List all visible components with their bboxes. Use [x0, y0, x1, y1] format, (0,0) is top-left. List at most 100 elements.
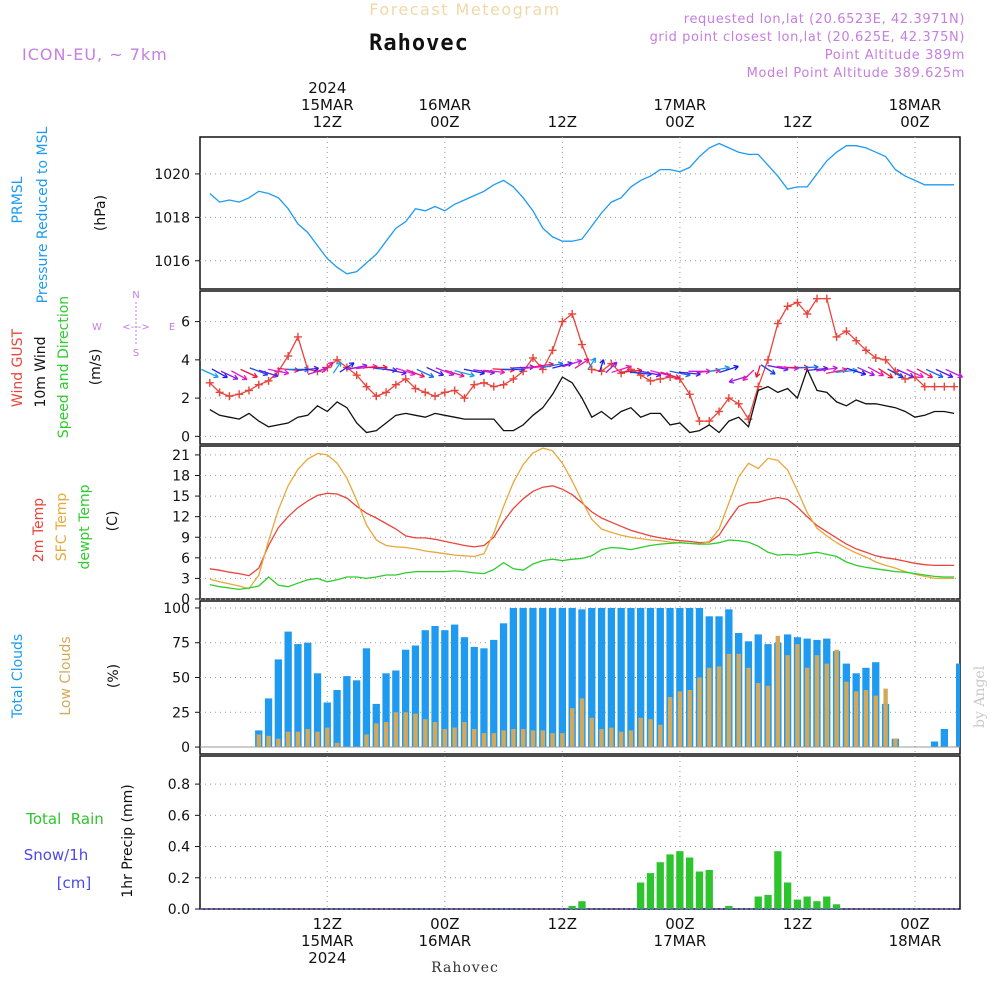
bar-total	[637, 608, 645, 748]
snow-label: Snow/1h	[24, 846, 89, 864]
bar-total	[627, 608, 635, 748]
wind-direction-arrow	[816, 365, 838, 372]
bar-low	[746, 667, 751, 748]
bar-low	[893, 738, 898, 747]
footer-location: Rahovec	[431, 960, 499, 976]
point-altitude: Point Altitude 389m	[825, 48, 965, 63]
compass-s: S	[133, 348, 139, 359]
gust-marker	[901, 374, 910, 383]
bottom-time-label: 16MAR	[418, 932, 471, 950]
credit-label: by Angel	[972, 665, 988, 728]
gust-marker	[920, 382, 929, 391]
pressure-ytick-label: 1018	[154, 210, 190, 226]
gust-marker	[764, 355, 773, 364]
wind-direction-arrow	[906, 368, 924, 379]
gust-marker	[401, 374, 410, 383]
gust-marker	[852, 336, 861, 345]
top-time-label: 12Z	[548, 113, 577, 131]
wind-direction-arrow	[444, 369, 465, 378]
t2m-label: 2m Temp	[31, 498, 47, 562]
precipitation-ytick-label: 0.2	[168, 871, 190, 887]
gust-marker	[734, 399, 743, 408]
bottom-time-label: 12Z	[548, 915, 577, 933]
bar-low	[677, 691, 683, 747]
wind-ytick-label: 4	[181, 353, 190, 369]
pressure-frame	[199, 136, 961, 290]
wind-ytick-label: 0	[181, 429, 190, 445]
bar-rain	[813, 901, 821, 909]
bar-total	[333, 690, 341, 747]
bar-total	[509, 608, 517, 748]
wind-direction-arrow	[867, 366, 885, 377]
bar-low	[393, 712, 399, 748]
gust-marker	[372, 392, 381, 401]
rain-label: Total Rain	[25, 810, 104, 828]
dewpt-label: dewpt Temp	[77, 484, 93, 569]
bar-low	[570, 708, 575, 747]
gust-marker	[352, 371, 361, 380]
wind-direction-arrow	[605, 361, 618, 374]
bar-low	[667, 697, 673, 748]
wind-direction-arrow	[916, 368, 934, 379]
bar-total	[558, 608, 566, 748]
bottom-time-label: 12Z	[313, 915, 342, 933]
bar-rain	[764, 894, 772, 909]
model-label: ICON-EU, ~ 7km	[22, 45, 168, 64]
bottom-time-label: 18MAR	[889, 932, 942, 950]
bar-low	[560, 733, 565, 747]
bar-low	[589, 717, 594, 747]
bar-low	[579, 698, 585, 748]
bar-total	[421, 630, 429, 747]
bar-total	[313, 673, 322, 747]
precip-unit: 1hr Precip (mm)	[120, 784, 136, 897]
bar-edge	[956, 663, 960, 748]
bar-low	[599, 729, 604, 748]
wind-direction-arrow	[599, 359, 606, 372]
precipitation-ytick-label: 0.0	[168, 902, 190, 918]
bar-low	[530, 730, 536, 748]
gust-marker	[382, 388, 391, 397]
clouds-ytick-label: 100	[163, 601, 190, 617]
bar-low	[481, 733, 487, 747]
bar-low	[716, 666, 722, 748]
gust-marker	[333, 355, 342, 364]
bar-total	[617, 608, 625, 748]
gust-marker	[940, 382, 949, 391]
gust-marker	[705, 417, 714, 426]
bar-rain	[676, 851, 684, 909]
bar-low	[824, 663, 829, 748]
wind-direction-arrow	[660, 371, 681, 380]
bar-low	[364, 734, 369, 747]
bar-low	[413, 713, 418, 748]
gust-marker	[813, 294, 822, 303]
bar-low	[285, 731, 291, 747]
bar-total	[353, 680, 361, 748]
gust-marker	[205, 378, 214, 387]
bar-low	[687, 690, 692, 747]
bar-total	[656, 608, 664, 748]
panel-wind: 0 2 4 6	[181, 290, 964, 445]
wind-direction-arrow	[857, 366, 875, 377]
series-line-dewpt	[209, 539, 955, 591]
bar-low	[315, 731, 320, 747]
wind-direction-arrow	[728, 375, 749, 384]
gust-marker	[842, 327, 851, 336]
bar-total	[940, 729, 948, 748]
bar-total	[392, 670, 400, 747]
bar-rain	[656, 862, 664, 909]
gust-marker	[646, 376, 655, 385]
grid-point-coords: grid point closest lon,lat (20.625E, 42.…	[650, 30, 965, 45]
precipitation-ytick-label: 0.8	[168, 777, 190, 793]
gust-marker	[861, 346, 870, 355]
chart-title: Forecast Meteogram	[369, 0, 560, 19]
gust-marker	[558, 317, 567, 326]
gust-marker	[724, 394, 733, 403]
bar-total	[402, 649, 410, 748]
bar-total	[362, 648, 371, 748]
bar-low	[501, 730, 506, 748]
bar-rain	[754, 896, 762, 909]
bar-total	[548, 608, 557, 748]
wind-direction-arrow	[846, 367, 867, 376]
wind-unit: (m/s)	[88, 349, 104, 386]
